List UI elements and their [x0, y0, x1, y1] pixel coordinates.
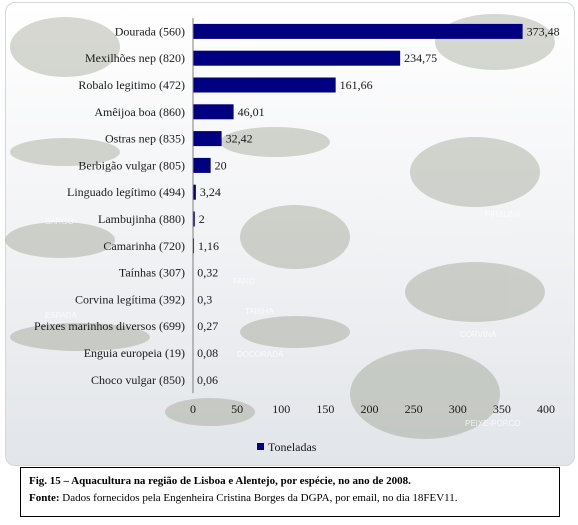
value-label: 373,48	[527, 24, 560, 38]
category-label: Ostras nep (835)	[105, 132, 185, 146]
fish-shape	[240, 205, 350, 269]
value-label: 234,75	[404, 51, 437, 65]
x-tick-label: 300	[449, 402, 467, 416]
fish-shape	[240, 316, 350, 348]
category-label: Robalo legitimo (472)	[78, 78, 185, 92]
category-label: Amêijoa boa (860)	[94, 105, 185, 119]
bar	[193, 184, 196, 200]
bar	[193, 157, 211, 173]
caption-source-label: Fonte:	[29, 492, 60, 504]
category-label: Linguado legítimo (494)	[67, 185, 185, 199]
value-label: 1,16	[198, 239, 219, 253]
caption-source-text: Dados fornecidos pela Engenheira Cristin…	[59, 492, 458, 504]
bar	[193, 77, 336, 93]
fish-shape	[405, 262, 545, 322]
value-label: 2	[199, 212, 205, 226]
fish-watermark-label: PIRAUNA	[485, 210, 521, 219]
fish-shape	[10, 138, 120, 166]
bar	[193, 23, 523, 39]
bar	[193, 50, 401, 66]
fish-shape	[350, 349, 500, 439]
x-tick-label: 200	[361, 402, 379, 416]
value-label: 32,42	[226, 132, 253, 146]
fish-shape	[410, 137, 540, 207]
category-label: Corvina legítima (392)	[75, 292, 185, 306]
fish-shape	[165, 398, 255, 426]
fish-shape	[10, 17, 120, 77]
category-label: Dourada (560)	[115, 24, 185, 38]
fish-watermark-label: ESPADA	[45, 311, 78, 320]
fish-watermark-label: PEIXE-PORCO	[465, 419, 521, 428]
fish-shape	[220, 127, 330, 157]
x-tick-label: 50	[231, 402, 243, 416]
category-label: Enguia europeia (19)	[84, 346, 185, 360]
fish-shape	[10, 323, 150, 351]
category-label: Lambujinha (880)	[98, 212, 185, 226]
x-tick-label: 100	[272, 402, 290, 416]
category-label: Camarinha (720)	[103, 239, 185, 253]
category-label: Mexilhões nep (820)	[85, 51, 185, 65]
fish-watermark-label: SARGO	[45, 217, 74, 226]
x-tick-label: 350	[493, 402, 511, 416]
bar	[193, 238, 195, 254]
fish-watermark-label: DOCORADA	[237, 350, 284, 359]
legend-label-toneladas: Toneladas	[268, 440, 317, 454]
caption-source: Fonte: Dados fornecidos pela Engenheira …	[29, 490, 551, 507]
bar	[193, 131, 222, 147]
value-label: 0,3	[197, 292, 212, 306]
fish-watermark-label: TAINHA	[245, 307, 274, 316]
category-label: Peixes marinhos diversos (699)	[34, 319, 185, 333]
x-tick-label: 400	[537, 402, 555, 416]
figure-caption: Fig. 15 – Aquacultura na região de Lisbo…	[20, 467, 560, 517]
category-label: Berbigão vulgar (805)	[78, 158, 185, 172]
bar	[193, 211, 195, 227]
value-label: 0,27	[197, 319, 218, 333]
x-tick-label: 0	[190, 402, 196, 416]
category-label: Taínhas (307)	[119, 266, 185, 280]
value-label: 161,66	[340, 78, 373, 92]
fish-watermark-label: SARGO	[65, 191, 94, 200]
value-label: 20	[215, 158, 227, 172]
value-label: 0,32	[197, 266, 218, 280]
legend: Toneladas	[257, 440, 317, 454]
fish-watermark-label: CORVINA	[460, 330, 497, 339]
value-label: 0,06	[197, 373, 218, 387]
fish-shape	[5, 222, 115, 258]
x-tick-label: 150	[316, 402, 334, 416]
x-tick-label: 250	[405, 402, 423, 416]
bar	[193, 104, 234, 120]
caption-title: Fig. 15 – Aquacultura na região de Lisbo…	[29, 475, 411, 487]
value-label: 0,08	[197, 346, 218, 360]
value-label: 46,01	[238, 105, 265, 119]
category-label: Choco vulgar (850)	[91, 373, 185, 387]
background-fish-illustration: SARGO SARGO ESPADA FARO TAINHA DOCORADA PIRAUN…	[5, 14, 555, 439]
value-label: 3,24	[200, 185, 221, 199]
legend-swatch	[257, 443, 264, 450]
fish-watermark-label: FARO	[233, 277, 255, 286]
